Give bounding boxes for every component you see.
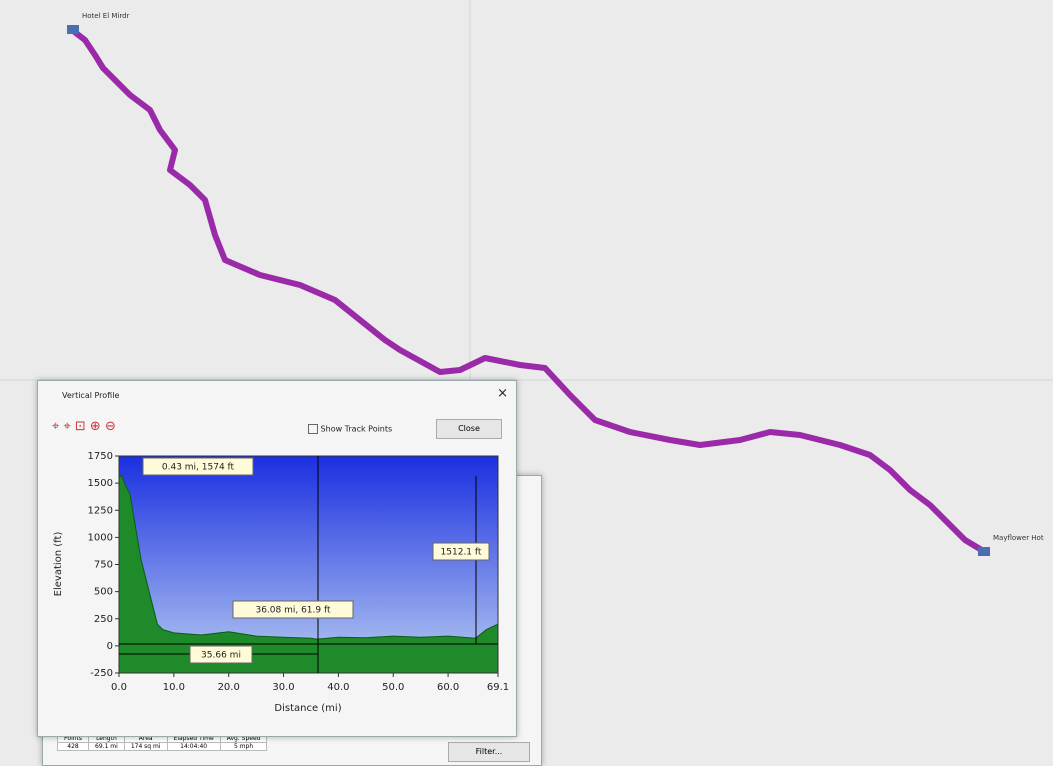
stat-value: 428 <box>56 742 90 751</box>
toolbar[interactable]: ⌖ ⌖ ⊡ ⊕ ⊖ <box>52 419 116 434</box>
y-tick-label: 250 <box>94 614 113 625</box>
callout-box <box>189 645 253 664</box>
x-tick-label: 0.0 <box>111 682 127 693</box>
end-label: Mayflower Hot <box>993 534 1044 542</box>
callout-box <box>232 600 354 619</box>
y-tick-label: 1000 <box>88 532 113 543</box>
y-axis-label: Elevation (ft) <box>53 532 64 597</box>
y-tick-label: 0 <box>107 641 113 652</box>
x-tick-label: 69.1 <box>487 682 509 693</box>
y-tick-label: 1750 <box>88 451 113 462</box>
start-marker[interactable] <box>67 25 79 34</box>
elevation-area <box>118 474 499 674</box>
stat-value: 69.1 mi <box>88 742 125 751</box>
stat-value: 5 mph <box>219 742 268 751</box>
x-tick-label: 40.0 <box>327 682 349 693</box>
callout: 0.43 mi, 1574 ft <box>162 463 235 473</box>
x-tick-label: 20.0 <box>218 682 240 693</box>
checkbox-label: Show Track Points <box>320 424 393 434</box>
x-tick-label: 30.0 <box>272 682 294 693</box>
y-tick-label: 1250 <box>88 505 113 516</box>
x-axis-label: Distance (mi) <box>274 703 341 714</box>
x-tick-label: 10.0 <box>163 682 185 693</box>
show-track-points[interactable]: Show Track Points <box>308 424 392 434</box>
profile-window: Vertical Profile × Show Track Points Clo… <box>37 380 517 737</box>
stat-value: 14:04:40 <box>166 742 221 751</box>
end-marker[interactable] <box>978 547 990 556</box>
y-tick-label: 500 <box>94 587 113 598</box>
route <box>70 27 987 555</box>
start-label: Hotel El Mirdr <box>82 12 130 20</box>
callout: 36.08 mi, 61.9 ft <box>255 606 331 616</box>
close-x[interactable]: × <box>497 386 508 401</box>
callout: 1512.1 ft <box>441 548 482 558</box>
callout-box <box>432 542 490 561</box>
x-tick-label: 50.0 <box>382 682 404 693</box>
y-tick-label: -250 <box>90 668 113 679</box>
callout: 35.66 mi <box>201 651 241 661</box>
profile-chart: Elevation (ft) Distance (mi) -250 0 250 500… <box>53 451 509 714</box>
stat-value: 174 sq mi <box>123 742 168 751</box>
y-tick-label: 750 <box>94 560 113 571</box>
x-tick-label: 60.0 <box>437 682 459 693</box>
close-button[interactable]: Close <box>436 419 502 439</box>
filter-button[interactable]: Filter... <box>448 742 530 762</box>
window-title: Vertical Profile <box>62 391 120 400</box>
y-tick-label: 1500 <box>88 478 113 489</box>
plot-frame <box>118 455 499 674</box>
callout-box <box>142 457 254 476</box>
